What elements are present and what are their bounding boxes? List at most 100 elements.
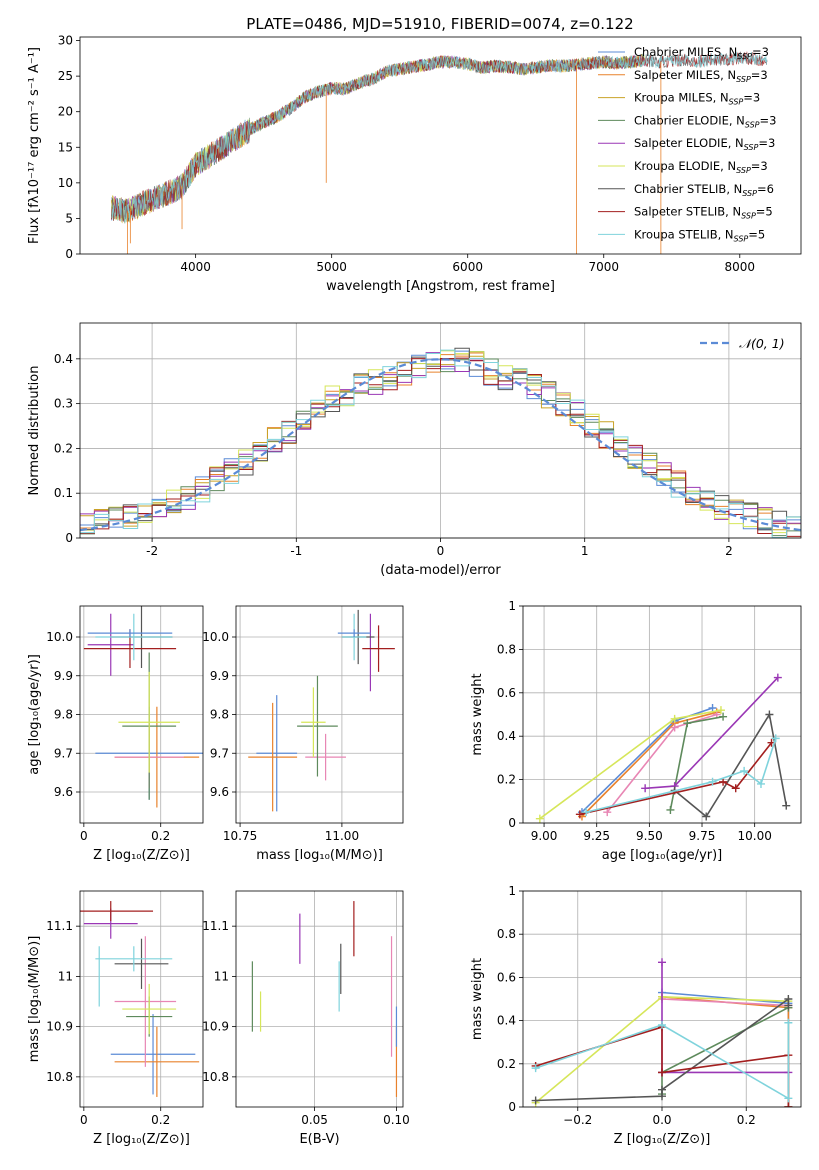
legend-sub: SSP bbox=[736, 75, 751, 84]
x-tick-label: 9.25 bbox=[583, 829, 610, 843]
legend-label: 𝒩(0, 1) bbox=[739, 336, 785, 351]
legend-text: Salpeter STELIB, N bbox=[634, 205, 741, 219]
panel-weight_vs_Z: −0.2 0.0 0.2 0 0.2 0.4 0.6 0.8 1 Z [log₁₀(Z/Z⊙)] m… bbox=[470, 884, 802, 1147]
weight-marker bbox=[740, 766, 749, 775]
weight-line-sal_stelib bbox=[579, 742, 773, 816]
weight-marker bbox=[731, 784, 740, 793]
y-tick-label: 10.0 bbox=[202, 630, 229, 644]
y-tick-label: 0.2 bbox=[497, 1057, 516, 1071]
x-axis-label: wavelength [Angstrom, rest frame] bbox=[326, 279, 555, 294]
x-axis-label: age [log₁₀(age/yr)] bbox=[602, 848, 723, 863]
y-axis-label: mass [log₁₀(M/M⊙)] bbox=[27, 936, 42, 1063]
x-axis-label: mass [log₁₀(M/M⊙)] bbox=[256, 848, 383, 863]
legend-label: Salpeter ELODIE, NSSP=3 bbox=[634, 136, 775, 152]
y-tick-label: 25 bbox=[58, 69, 73, 83]
y-tick-label: 11.1 bbox=[46, 919, 73, 933]
weight-marker bbox=[702, 812, 711, 821]
legend-label: Salpeter MILES, NSSP=3 bbox=[634, 68, 768, 84]
y-tick-label: 0 bbox=[65, 531, 73, 545]
plot-area bbox=[80, 901, 200, 1097]
weight-marker bbox=[773, 673, 782, 682]
axes-frame bbox=[522, 605, 802, 824]
x-tick-label: 7000 bbox=[588, 260, 619, 274]
weight-marker bbox=[782, 801, 791, 810]
x-tick-label: 9.00 bbox=[531, 829, 558, 843]
x-tick-label: −0.2 bbox=[563, 1113, 592, 1127]
y-tick-label: 9.8 bbox=[54, 708, 73, 722]
weight-marker bbox=[765, 710, 774, 719]
weight-marker bbox=[771, 734, 780, 743]
plot-area bbox=[251, 901, 398, 1097]
legend-tail: =6 bbox=[757, 182, 774, 196]
y-tick-label: 0.8 bbox=[497, 927, 516, 941]
y-tick-label: 1 bbox=[508, 884, 516, 898]
plot-area bbox=[531, 958, 793, 1107]
legend-text: Chabrier ELODIE, N bbox=[634, 113, 745, 127]
weight-line-cha_stelib bbox=[674, 712, 788, 818]
legend-tail: =3 bbox=[751, 159, 768, 173]
x-tick-label: 5000 bbox=[316, 260, 347, 274]
legend-sub: SSP bbox=[742, 189, 757, 198]
y-axis-label: mass weight bbox=[470, 673, 485, 755]
y-tick-label: 0.3 bbox=[54, 397, 73, 411]
weight-marker bbox=[708, 777, 717, 786]
x-tick-label: -2 bbox=[146, 544, 158, 558]
y-tick-label: 0 bbox=[508, 1100, 516, 1114]
y-tick-label: 9.6 bbox=[210, 785, 229, 799]
legend-text: Salpeter MILES, N bbox=[634, 68, 736, 82]
y-tick-label: 1 bbox=[508, 599, 516, 613]
y-tick-label: 10.9 bbox=[46, 1020, 73, 1034]
x-tick-label: 10.75 bbox=[223, 829, 257, 843]
weight-marker bbox=[658, 1085, 666, 1094]
panel-weight_vs_age: 9.00 9.25 9.50 9.75 10.00 0 0.2 0.4 0.6 0.8 1 age [… bbox=[470, 599, 802, 863]
legend-text: Chabrier STELIB, N bbox=[634, 182, 742, 196]
y-tick-label: 10.0 bbox=[46, 630, 73, 644]
y-tick-label: 30 bbox=[58, 34, 73, 48]
panel-age_vs_Z: 0 0.2 9.6 9.7 9.8 9.9 10.0 Z [log₁₀(Z/Z⊙)] age [… bbox=[27, 605, 204, 863]
legend-label: Chabrier STELIB, NSSP=6 bbox=[634, 182, 774, 198]
y-tick-label: 0 bbox=[508, 816, 516, 830]
legend-tail: =3 bbox=[760, 113, 777, 127]
weight-marker bbox=[719, 712, 728, 721]
weight-marker bbox=[582, 808, 591, 817]
panel-residual_hist: 𝒩(0, 1) -2 -1 0 1 2 0 0.1 0.2 0.3 0.4 (data-model)/… bbox=[27, 322, 802, 578]
legend-sub: SSP bbox=[744, 143, 759, 152]
y-axis-label: Normed distribution bbox=[27, 366, 42, 496]
x-tick-label: 0.05 bbox=[301, 1113, 328, 1127]
x-axis-label: Z [log₁₀(Z/Z⊙)] bbox=[614, 1132, 711, 1147]
y-tick-label: 9.9 bbox=[54, 669, 73, 683]
x-axis-label: Z [log₁₀(Z/Z⊙)] bbox=[93, 848, 190, 863]
y-tick-label: 11 bbox=[214, 969, 229, 983]
x-tick-label: 0.0 bbox=[652, 1113, 671, 1127]
legend-text: Kroupa MILES, N bbox=[634, 91, 729, 105]
legend-sub: SSP bbox=[741, 212, 756, 221]
x-tick-label: 9.50 bbox=[636, 829, 663, 843]
legend-text: Chabrier MILES, N bbox=[634, 45, 737, 59]
x-tick-label: 0 bbox=[80, 829, 88, 843]
x-tick-label: 1 bbox=[581, 544, 589, 558]
y-tick-label: 9.7 bbox=[210, 746, 229, 760]
legend-label: Salpeter STELIB, NSSP=5 bbox=[634, 205, 773, 221]
legend-tail: =3 bbox=[752, 45, 769, 59]
weight-marker bbox=[531, 1096, 540, 1105]
y-tick-label: 0.2 bbox=[54, 441, 73, 455]
legend-tail: =3 bbox=[743, 91, 760, 105]
panel-mass_vs_Z: 0 0.2 10.8 10.9 11 11.1 Z [log₁₀(Z/Z⊙)] mass [l… bbox=[27, 890, 204, 1147]
x-tick-label: 0 bbox=[437, 544, 445, 558]
weight-marker bbox=[670, 723, 679, 732]
x-tick-label: 11.00 bbox=[325, 829, 359, 843]
x-tick-label: 8000 bbox=[725, 260, 756, 274]
x-axis-label: Z [log₁₀(Z/Z⊙)] bbox=[93, 1132, 190, 1147]
y-tick-label: 9.7 bbox=[54, 746, 73, 760]
x-tick-label: 6000 bbox=[452, 260, 483, 274]
axes-frame bbox=[79, 890, 204, 1108]
legend-sub: SSP bbox=[729, 98, 744, 107]
weight-line-kro_stelib bbox=[535, 1022, 790, 1100]
plot-area bbox=[80, 347, 801, 538]
y-axis-label: age [log₁₀(age/yr)] bbox=[27, 654, 42, 775]
weight-line-pink bbox=[661, 998, 789, 1007]
legend-tail: =5 bbox=[748, 227, 765, 241]
y-tick-label: 10.8 bbox=[46, 1070, 73, 1084]
